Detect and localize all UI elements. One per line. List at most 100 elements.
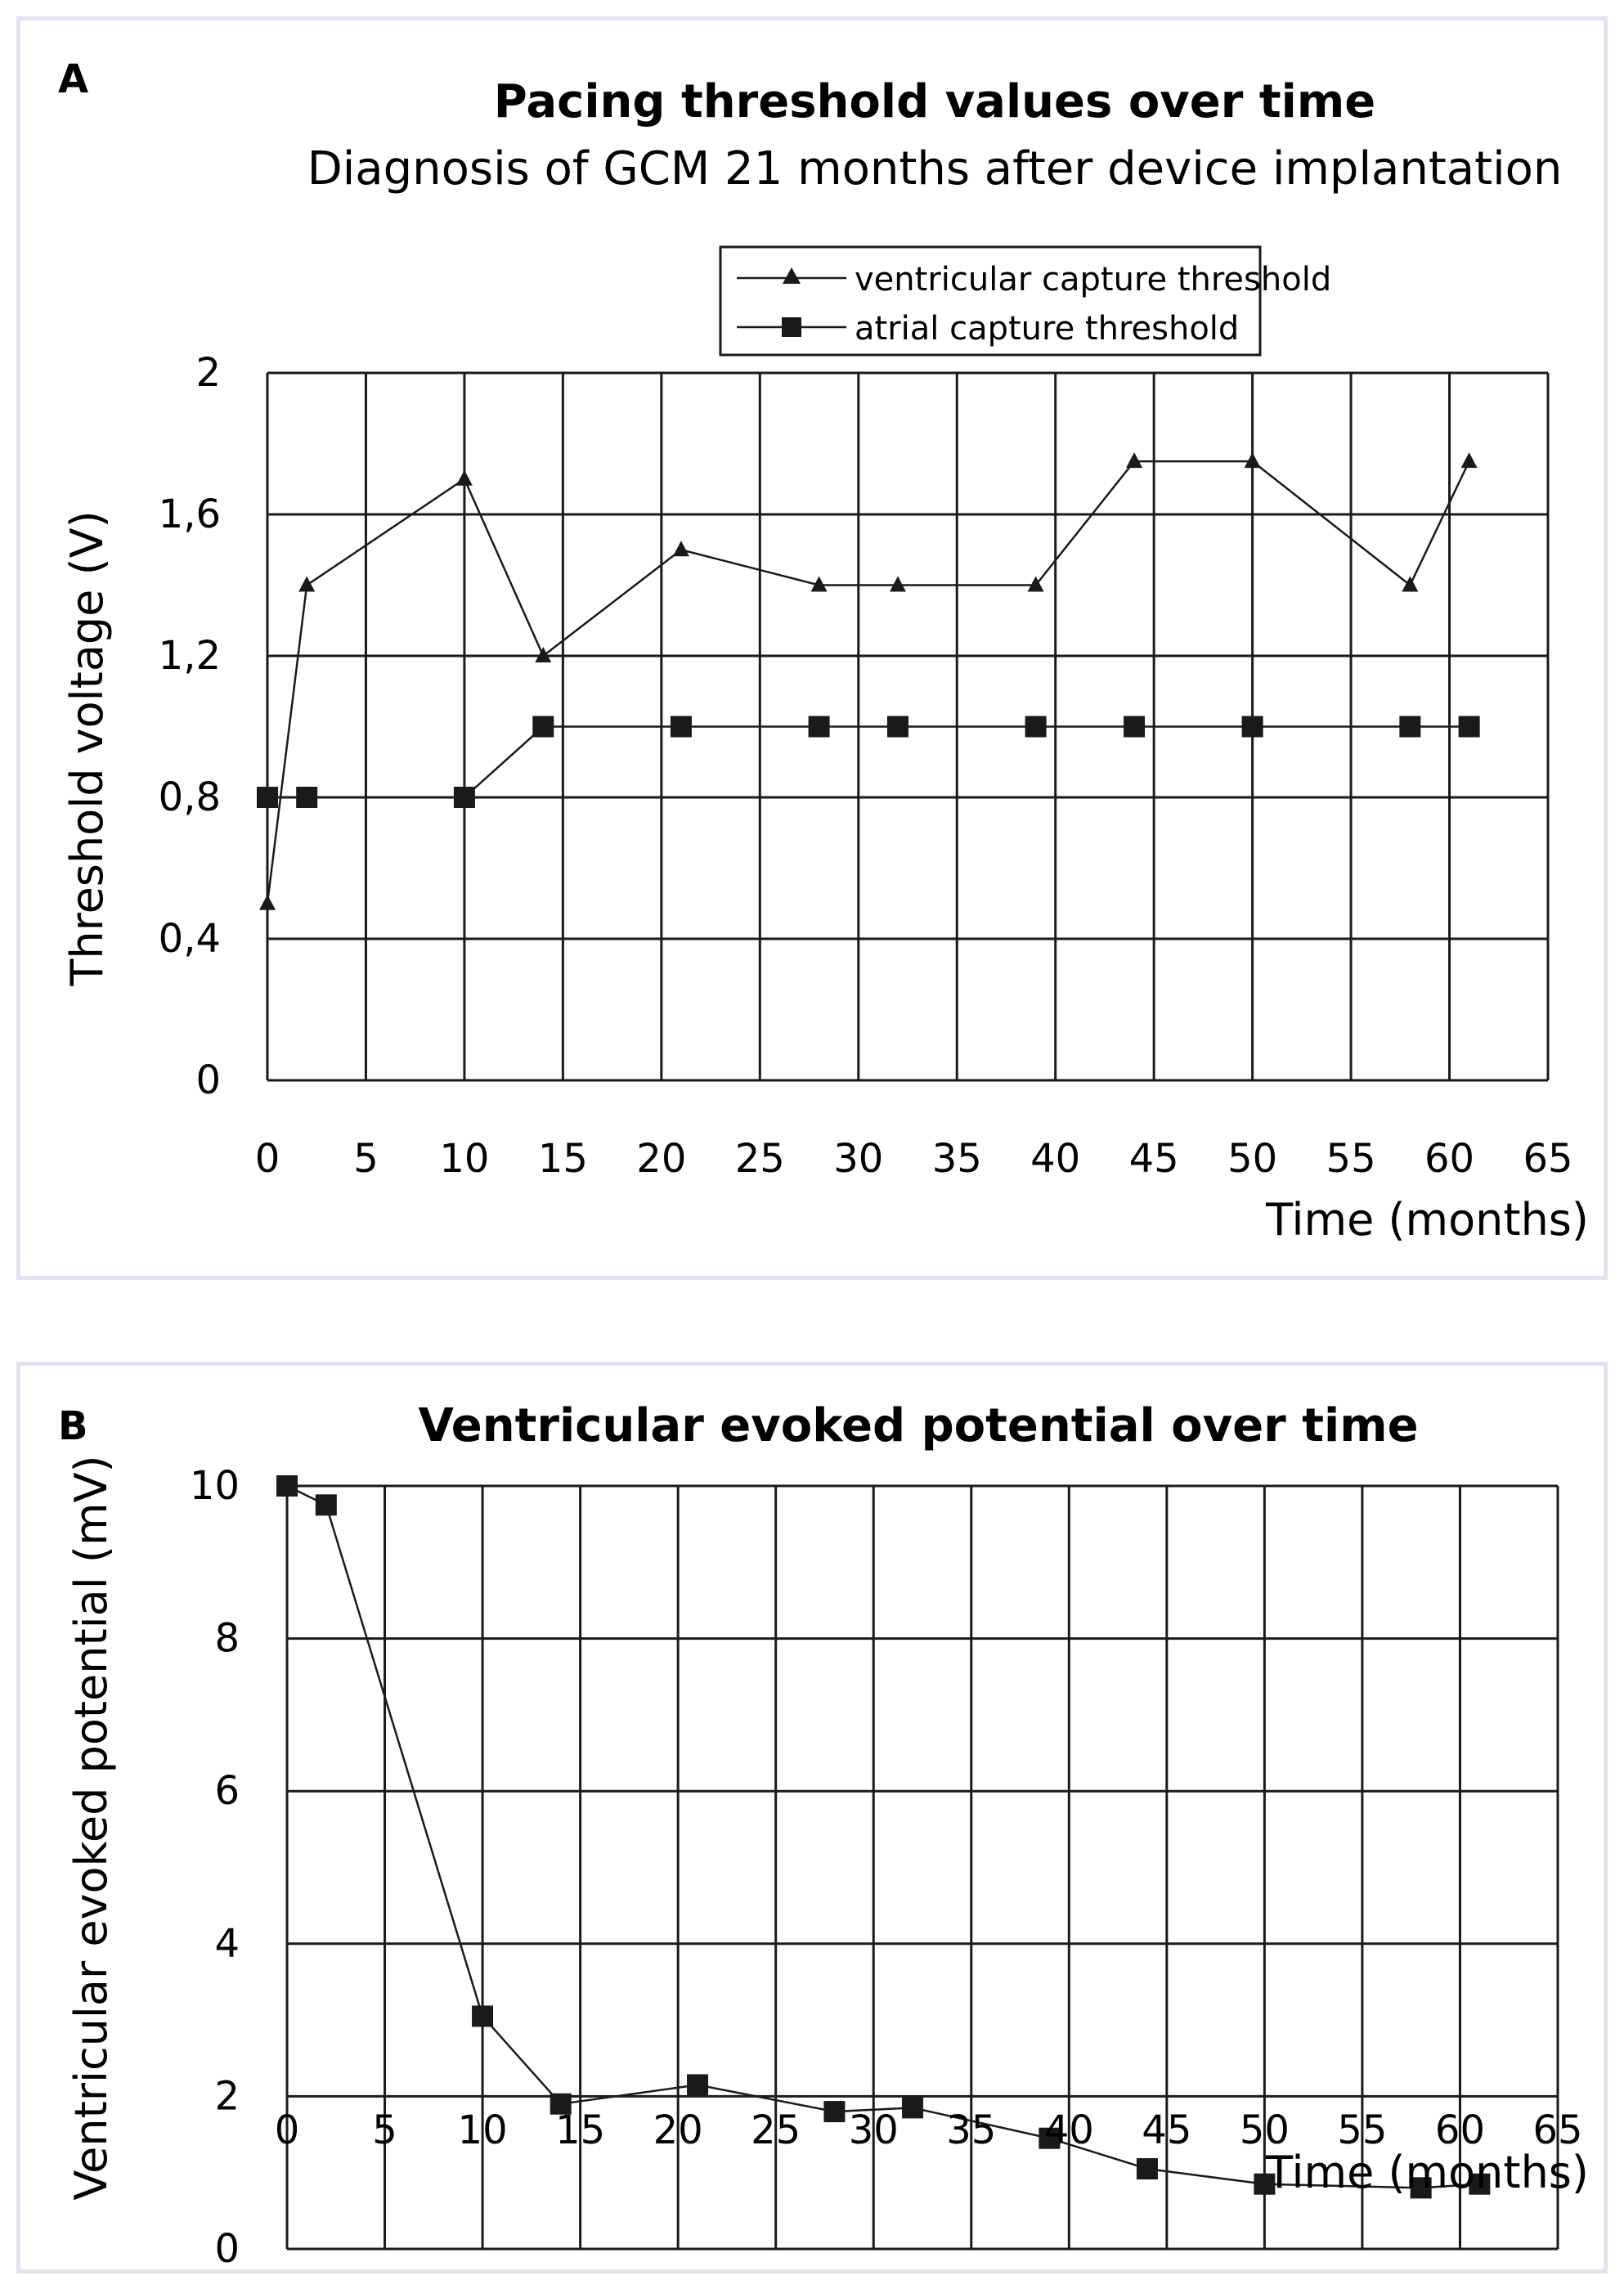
x-tick-label: 50 [1227, 1136, 1277, 1182]
y-tick-label: 6 [214, 1768, 240, 1814]
data-point-square [1399, 716, 1421, 738]
data-point-triangle [535, 647, 552, 662]
panel-a: A Pacing threshold values over time Diag… [16, 16, 1608, 1280]
x-tick-label: 40 [1044, 2107, 1094, 2153]
y-tick-label: 10 [190, 1463, 240, 1509]
panel-b: B Ventricular evoked potential over time… [16, 1362, 1608, 2273]
y-tick-label: 2 [214, 2073, 240, 2119]
data-point-triangle [672, 541, 689, 557]
x-tick-label: 55 [1337, 2107, 1387, 2153]
x-tick-label: 5 [372, 2107, 397, 2153]
data-point-triangle [298, 576, 316, 592]
x-tick-label: 10 [458, 2107, 508, 2153]
series-line [266, 460, 1470, 904]
data-point-triangle [1460, 452, 1478, 469]
y-tick-label: 1,2 [159, 633, 221, 679]
data-point-square [276, 1475, 298, 1497]
data-point-square [1025, 716, 1047, 738]
series-line [267, 725, 1469, 799]
data-point-triangle [455, 469, 473, 486]
y-tick-label: 0,8 [159, 774, 221, 820]
data-point-square [823, 2101, 846, 2123]
x-tick-label: 30 [849, 2107, 899, 2153]
x-tick-label: 25 [735, 1136, 785, 1182]
grid-b [285, 1484, 1559, 2251]
x-tick-label: 35 [946, 2107, 996, 2153]
data-point-square [1124, 716, 1146, 738]
data-point-square [1254, 2173, 1276, 2195]
data-point-square [687, 2074, 709, 2096]
x-tick-label: 60 [1435, 2107, 1485, 2153]
y-tick-label: 0 [214, 2226, 240, 2269]
data-point-square [1241, 716, 1263, 738]
data-point-triangle [1126, 452, 1143, 469]
data-point-square [472, 2005, 494, 2027]
x-tick-label: 50 [1240, 2107, 1290, 2153]
x-tick-label: 15 [555, 2107, 605, 2153]
data-point-square [902, 2097, 924, 2119]
data-point-square [1458, 716, 1480, 738]
x-tick-label: 25 [751, 2107, 801, 2153]
data-point-square [315, 1494, 337, 1516]
x-tick-label: 60 [1424, 1136, 1474, 1182]
data-point-triangle [889, 576, 906, 592]
chart-title-b: Ventricular evoked potential over time [418, 1399, 1418, 1452]
data-point-square [886, 716, 908, 738]
x-tick-label: 20 [653, 2107, 703, 2153]
x-tick-label: 0 [275, 2107, 300, 2153]
data-point-square [296, 787, 318, 808]
legend-label-ventricular: ventricular capture threshold [855, 261, 1331, 298]
data-point-square [257, 787, 278, 808]
x-axis-title-b: Time (months) [1265, 2147, 1589, 2198]
x-tick-label: 40 [1030, 1136, 1080, 1182]
x-tick-label: 35 [932, 1136, 982, 1182]
data-point-square [1039, 2127, 1061, 2149]
x-tick-label: 10 [439, 1136, 489, 1182]
data-point-triangle [1027, 576, 1044, 592]
y-tick-label: 0,4 [159, 916, 221, 962]
legend-a: ventricular capture threshold atrial cap… [719, 245, 1331, 357]
series-b [276, 1475, 1491, 2199]
legend-marker-ventricular [783, 267, 801, 284]
x-tick-label: 0 [255, 1136, 280, 1182]
data-point-square [453, 787, 475, 808]
series-a [257, 452, 1480, 910]
data-point-square [1469, 2173, 1491, 2195]
x-tick-label: 55 [1326, 1136, 1376, 1182]
chart-b: B Ventricular evoked potential over time… [58, 1399, 1589, 2269]
y-axis-title-a: Threshold voltage (V) [61, 510, 113, 986]
data-point-triangle [1402, 576, 1419, 592]
y-tick-label: 0 [195, 1057, 221, 1103]
y-tick-label: 1,6 [159, 491, 221, 537]
ticks-a: 0 5 10 15 20 25 30 35 40 45 50 55 60 65 0 0,4 0,8 1,2 1,6 2 [159, 350, 1573, 1182]
panel-label-a: A [58, 56, 88, 102]
data-point-square [1410, 2177, 1432, 2199]
y-tick-label: 8 [214, 1616, 240, 1662]
x-tick-label: 45 [1129, 1136, 1179, 1182]
x-tick-label: 30 [833, 1136, 883, 1182]
data-point-square [1136, 2158, 1158, 2180]
y-axis-title-b: Ventricular evoked potential (mV) [65, 1455, 117, 2200]
chart-a: A Pacing threshold values over time Diag… [58, 56, 1589, 1245]
chart-title-a: Pacing threshold values over time [494, 75, 1375, 128]
data-point-triangle [259, 894, 276, 910]
y-tick-label: 2 [195, 350, 221, 396]
x-axis-title-a: Time (months) [1265, 1194, 1589, 1245]
data-point-triangle [1244, 452, 1261, 469]
chart-subtitle-a: Diagnosis of GCM 21 months after device … [307, 142, 1563, 195]
x-tick-label: 5 [353, 1136, 379, 1182]
x-tick-label: 15 [538, 1136, 588, 1182]
data-point-square [532, 716, 554, 738]
x-tick-label: 20 [636, 1136, 686, 1182]
data-point-square [808, 716, 830, 738]
x-tick-label: 65 [1532, 2107, 1582, 2153]
series-line [286, 1484, 1480, 2189]
panel-label-b: B [58, 1403, 88, 1449]
y-tick-label: 4 [214, 1921, 240, 1967]
data-point-triangle [810, 576, 828, 592]
legend-marker-atrial [782, 317, 801, 337]
data-point-square [670, 716, 692, 738]
legend-box [719, 245, 1262, 357]
x-tick-label: 45 [1142, 2107, 1191, 2153]
